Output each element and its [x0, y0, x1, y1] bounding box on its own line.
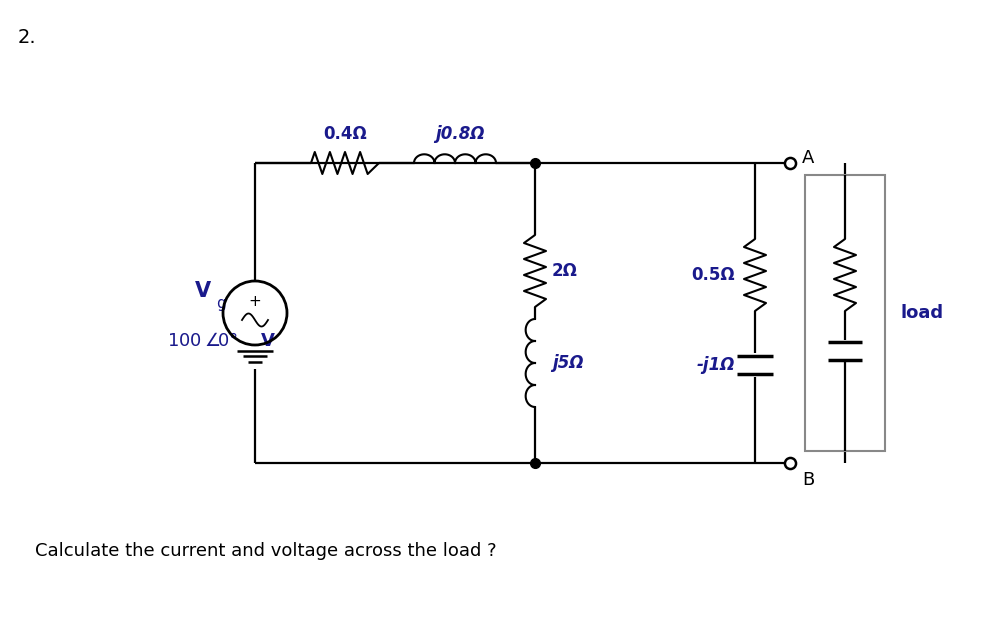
Text: j5Ω: j5Ω — [552, 354, 584, 372]
Text: +: + — [248, 293, 261, 308]
Text: 2Ω: 2Ω — [552, 262, 578, 280]
Text: B: B — [802, 471, 814, 489]
Text: Calculate the current and voltage across the load ?: Calculate the current and voltage across… — [35, 542, 496, 560]
Text: 0.5Ω: 0.5Ω — [691, 266, 735, 284]
Bar — [805, 175, 885, 451]
Text: A: A — [802, 149, 814, 167]
Text: load: load — [900, 304, 943, 322]
Text: -j1Ω: -j1Ω — [696, 356, 735, 374]
Text: 0.4Ω: 0.4Ω — [324, 125, 367, 143]
Text: $\mathbf{V}$: $\mathbf{V}$ — [260, 332, 275, 350]
Text: 2.: 2. — [18, 28, 36, 47]
Text: $\mathbf{V}$: $\mathbf{V}$ — [194, 281, 212, 301]
Text: $100\,\angle\! 0°\,$: $100\,\angle\! 0°\,$ — [168, 332, 238, 350]
Text: j0.8Ω: j0.8Ω — [435, 125, 484, 143]
Text: $\mathrm{g}$: $\mathrm{g}$ — [216, 297, 226, 313]
